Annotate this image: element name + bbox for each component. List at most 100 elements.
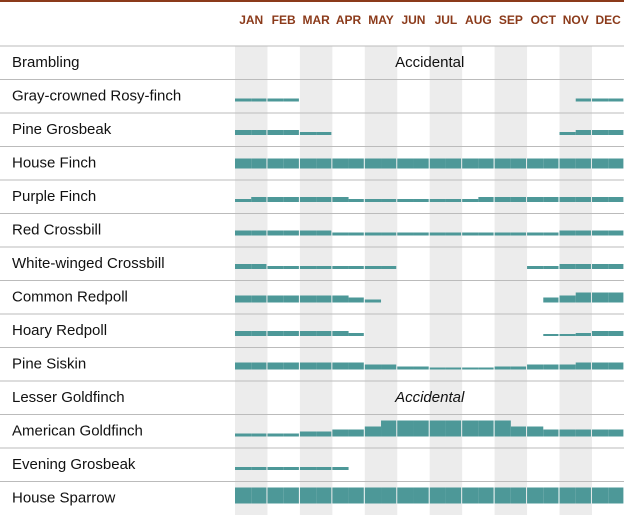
abundance-bar [543, 487, 559, 504]
abundance-bar [510, 232, 527, 236]
abundance-bar [462, 199, 479, 202]
abundance-bar [348, 199, 364, 202]
abundance-bar [283, 467, 299, 470]
abundance-bar [543, 364, 559, 370]
abundance-bar [494, 158, 511, 169]
abundance-bar [575, 98, 591, 102]
abundance-bar [316, 266, 332, 269]
abundance-bar [413, 158, 429, 169]
abundance-bar [478, 232, 494, 236]
abundance-bar [559, 230, 576, 236]
abundance-bar [283, 487, 299, 504]
species-label: Hoary Redpoll [12, 322, 107, 339]
abundance-bar [559, 364, 576, 370]
abundance-bar [316, 197, 332, 202]
species-label: Gray-crowned Rosy-finch [12, 87, 181, 104]
abundance-bar [235, 487, 252, 504]
abundance-bar [559, 429, 576, 437]
abundance-bar [494, 232, 511, 236]
month-label: FEB [272, 13, 296, 27]
species-label: White-winged Crossbill [12, 255, 165, 272]
abundance-bar [267, 362, 284, 370]
abundance-bar [283, 98, 299, 102]
abundance-bar [299, 158, 317, 169]
abundance-bar [267, 487, 284, 504]
abundance-bar [332, 266, 349, 269]
month-label: MAY [368, 13, 394, 27]
abundance-bar [591, 362, 609, 370]
abundance-bar [494, 420, 511, 437]
abundance-bar [348, 266, 364, 269]
species-label: Evening Grosbeak [12, 456, 136, 473]
abundance-bar [429, 487, 446, 504]
abundance-bar [316, 431, 332, 437]
abundance-bar [364, 199, 382, 202]
abundance-bar [283, 433, 299, 437]
abundance-bar [251, 295, 267, 303]
abundance-bar [364, 299, 382, 303]
abundance-bar [364, 232, 382, 236]
abundance-bar [299, 467, 317, 470]
abundance-bar [299, 331, 317, 336]
abundance-bar [332, 295, 349, 303]
abundance-bar [348, 297, 364, 303]
abundance-bar [543, 266, 559, 269]
abundance-bar [575, 130, 591, 135]
abundance-bar [494, 197, 511, 202]
month-label: DEC [596, 13, 622, 27]
abundance-bar [251, 487, 267, 504]
abundance-bar [543, 297, 559, 303]
abundance-bar [591, 230, 609, 236]
abundance-bar [283, 295, 299, 303]
abundance-bar [316, 158, 332, 169]
month-label: JUN [401, 13, 425, 27]
abundance-bar [575, 197, 591, 202]
abundance-bar [251, 331, 267, 336]
abundance-bar [413, 199, 429, 202]
abundance-bar [267, 130, 284, 135]
abundance-bar [381, 158, 397, 169]
abundance-bar [559, 334, 576, 336]
abundance-bar [283, 197, 299, 202]
abundance-bar [397, 366, 414, 370]
abundance-bar [591, 264, 609, 269]
species-label: Pine Grosbeak [12, 121, 112, 138]
abundance-bar [608, 487, 624, 504]
abundance-bar [462, 420, 479, 437]
abundance-bar [283, 158, 299, 169]
abundance-bar [462, 487, 479, 504]
abundance-bar [494, 366, 511, 370]
abundance-bar [364, 487, 382, 504]
abundance-bar [267, 230, 284, 236]
abundance-bar [478, 158, 494, 169]
abundance-bar [413, 487, 429, 504]
month-label: AUG [465, 13, 492, 27]
status-note: Accidental [394, 389, 465, 406]
month-label: NOV [563, 13, 589, 27]
abundance-bar [381, 420, 397, 437]
abundance-bar [445, 199, 462, 202]
abundance-bar [543, 334, 559, 336]
month-label: APR [336, 13, 362, 27]
species-label: House Finch [12, 154, 96, 171]
abundance-bar [364, 158, 382, 169]
abundance-bar [332, 331, 349, 336]
top-rule [0, 0, 624, 2]
abundance-bar [267, 158, 284, 169]
month-label: JAN [239, 13, 263, 27]
abundance-bar [478, 197, 494, 202]
abundance-bar [543, 158, 559, 169]
abundance-bar [332, 429, 349, 437]
abundance-bar [251, 467, 267, 470]
abundance-bar [299, 132, 317, 135]
abundance-bar [316, 230, 332, 236]
abundance-bar [510, 426, 527, 437]
abundance-bar [494, 487, 511, 504]
abundance-bar [527, 158, 544, 169]
abundance-bar [235, 331, 252, 336]
abundance-bar [510, 487, 527, 504]
abundance-bar [235, 295, 252, 303]
abundance-bar [235, 158, 252, 169]
month-label: SEP [499, 13, 523, 27]
